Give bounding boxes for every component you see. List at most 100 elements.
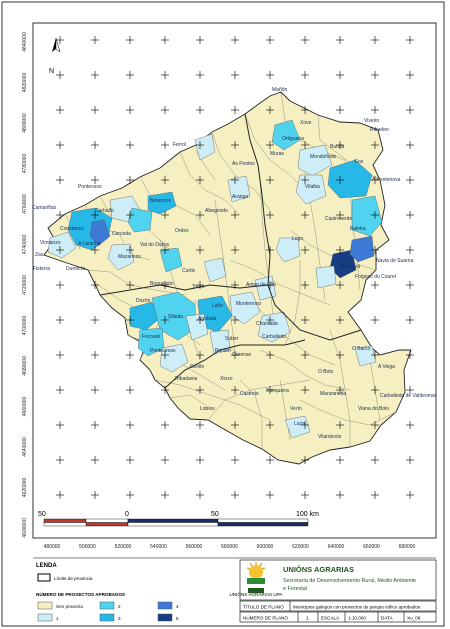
date-value: Xu_08 xyxy=(407,616,421,621)
town-label: Viveiro xyxy=(364,118,379,124)
legend-swatch xyxy=(99,613,115,622)
town-label: Pantón xyxy=(215,348,231,354)
legend-class-label: Sen proxecto xyxy=(56,604,84,609)
town-label: Foz xyxy=(355,159,364,165)
town-label: Ourense xyxy=(232,352,251,358)
town-label: Mondoñedo xyxy=(310,154,337,160)
town-label: As Pontes xyxy=(232,161,255,167)
x-tick-label: 680000 xyxy=(399,544,416,550)
town-label: Camariñas xyxy=(32,205,57,211)
town-label: Agolada xyxy=(198,316,217,322)
x-tick-label: 540000 xyxy=(150,544,167,550)
project-municipalities xyxy=(47,119,383,439)
town-label: Chantada xyxy=(256,321,278,327)
org-line1: Secretaría de Desenvolvemento Rural, Med… xyxy=(283,578,416,584)
town-label: Navia de Suarna xyxy=(376,258,413,264)
town-label: Vilardevós xyxy=(318,434,342,440)
province-boundaries xyxy=(99,113,362,389)
legend-swatch xyxy=(37,601,53,610)
x-tick-label: 560000 xyxy=(186,544,203,550)
plan-number-label: NÚMERO DE PLANO xyxy=(243,615,288,621)
scale-field-label: ESCALA xyxy=(321,616,340,621)
town-label: Carballedo xyxy=(262,334,286,340)
town-label: Xove xyxy=(300,120,312,126)
town-label: Xunqueira xyxy=(266,388,289,394)
town-label: Mazaricos xyxy=(118,254,141,260)
town-label: Ordes xyxy=(175,228,189,234)
town-label: Ribadavia xyxy=(175,376,197,382)
town-label: Xinzo xyxy=(220,376,233,382)
town-label: Dozón xyxy=(136,298,151,304)
town-label: Vimianzo xyxy=(40,240,61,246)
town-labels: Mañón Ferrol Ortigueira Ribadeo Burela Foz A P… xyxy=(32,87,437,440)
scale-label-left: 50 xyxy=(38,511,46,518)
town-label: Muras xyxy=(270,151,284,157)
date-label: DATA xyxy=(381,616,394,621)
graticule xyxy=(56,36,414,499)
legend-title: LENDA xyxy=(36,563,57,569)
scale-bar: 50 0 50 100 km xyxy=(38,511,319,527)
town-label: Touro xyxy=(192,284,205,290)
town-label: Val do Dubra xyxy=(140,242,169,248)
town-label: Manzaneda xyxy=(320,391,346,397)
town-label: Boqueixón xyxy=(150,281,174,287)
town-label: Cerceda xyxy=(112,231,131,237)
town-label: Lugo xyxy=(292,236,303,242)
plan-number-value: 1 xyxy=(306,616,309,621)
town-label: Betanzos xyxy=(150,198,171,204)
x-tick-label: 600000 xyxy=(257,544,274,550)
town-label: Zas xyxy=(35,252,44,258)
town-label: Burela xyxy=(330,144,345,150)
town-label: O Barco xyxy=(352,346,371,352)
x-tick-label: 660000 xyxy=(363,544,380,550)
x-tick-label: 580000 xyxy=(221,544,238,550)
town-label: A Laracha xyxy=(78,241,101,247)
town-label: Viana do Bolo xyxy=(358,406,389,412)
town-label: Folgoso do Courel xyxy=(355,274,396,280)
x-tick-label: 620000 xyxy=(292,544,309,550)
legend-swatch xyxy=(157,601,173,610)
town-label: Monterroso xyxy=(236,301,262,307)
legend-class-label: 2 xyxy=(118,604,121,609)
scale-field-value: 1:10.000 xyxy=(348,616,366,621)
info-panel: UNIÓNS AGRARIAS UPA UNIÓNS AGRARIAS Secr… xyxy=(229,559,437,623)
legend-swatch xyxy=(99,601,115,610)
y-tick-label: 4760000 xyxy=(22,194,28,214)
logo-text: UNIÓNS AGRARIAS UPA xyxy=(229,591,283,597)
legend-class-label: 4 xyxy=(176,604,179,609)
y-tick-label: 4600000 xyxy=(22,518,28,538)
x-tick-label: 520000 xyxy=(115,544,132,550)
town-label: Sober xyxy=(225,336,239,342)
north-label: N xyxy=(49,68,54,75)
galicia-map xyxy=(43,91,412,465)
town-label: Silleda xyxy=(168,314,183,320)
y-tick-label: 4720000 xyxy=(22,275,28,295)
org-line2: e Forestal xyxy=(283,586,307,592)
y-tick-label: 4800000 xyxy=(22,113,28,133)
town-label: Aranga xyxy=(232,194,248,200)
town-label: Dumbría xyxy=(66,266,85,272)
town-label: O Bolo xyxy=(318,369,334,375)
town-label: Ribadeo xyxy=(370,127,389,133)
x-tick-label: 640000 xyxy=(328,544,345,550)
town-label: Laza xyxy=(294,421,305,427)
y-tick-label: 4620000 xyxy=(22,478,28,498)
town-label: Antas de Ulla xyxy=(246,282,276,288)
y-tick-label: 4840000 xyxy=(22,32,28,52)
town-label: Ortigueira xyxy=(282,136,304,142)
y-tick-label: 4660000 xyxy=(22,397,28,417)
town-label: Carballeda de Valdeorras xyxy=(380,393,437,399)
town-label: Verín xyxy=(290,406,302,412)
town-label: Cenlle xyxy=(190,364,204,370)
legend-class-label: 1 xyxy=(56,616,59,621)
legend-class-label: 3 xyxy=(118,616,121,621)
x-tick-labels: 480000 500000 520000 540000 560000 580000 6000… xyxy=(44,544,416,550)
town-label: Abegondo xyxy=(205,208,228,214)
y-tick-label: 4780000 xyxy=(22,154,28,174)
north-arrow-icon: N xyxy=(49,37,61,75)
plan-title-label: TÍTULO DE PLANO xyxy=(243,604,284,610)
y-tick-label: 4820000 xyxy=(22,73,28,93)
scale-label-mid: 50 xyxy=(211,511,219,518)
